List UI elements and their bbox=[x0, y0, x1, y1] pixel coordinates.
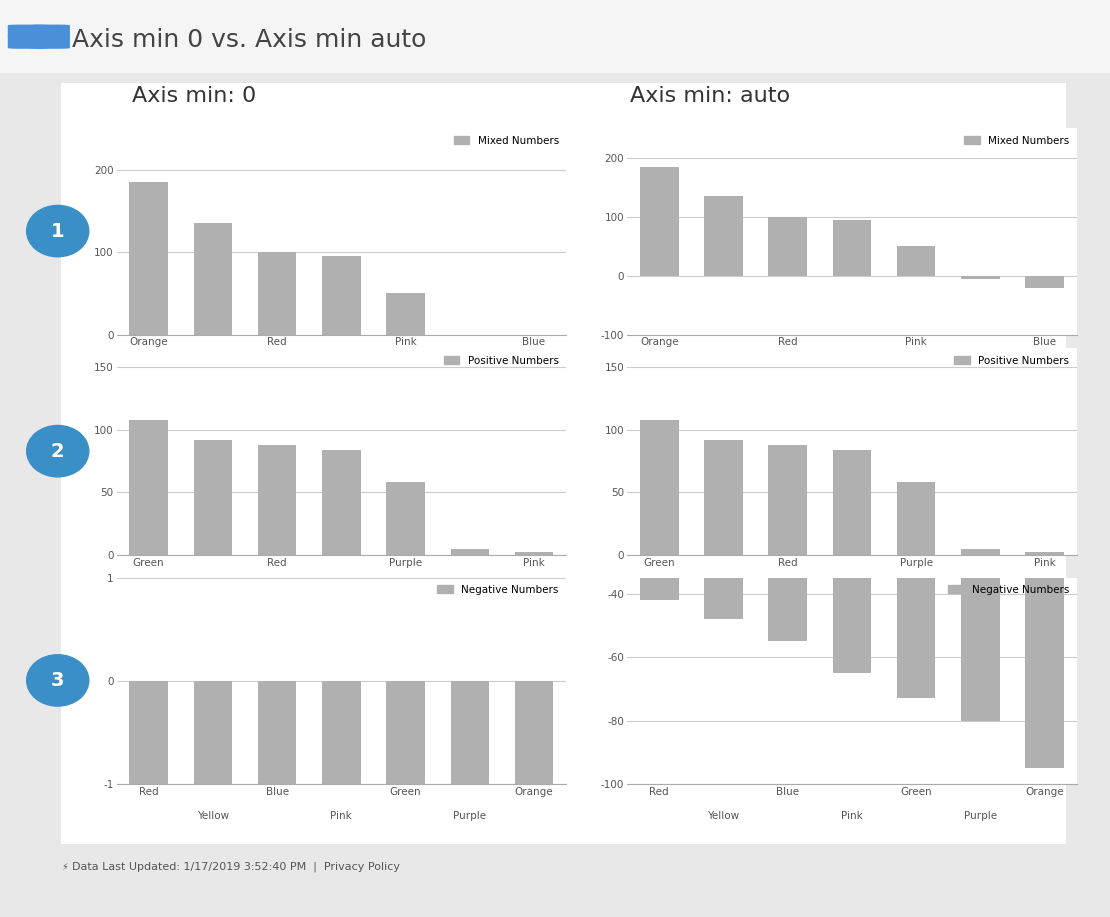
Bar bbox=[1026, 276, 1063, 288]
Text: Blue: Blue bbox=[330, 581, 353, 591]
Bar bbox=[258, 252, 296, 335]
Text: Pink: Pink bbox=[841, 811, 862, 821]
Text: Axis min: 0: Axis min: 0 bbox=[132, 86, 256, 106]
Bar bbox=[386, 680, 425, 917]
Bar bbox=[640, 420, 678, 555]
Text: Axis min: auto: Axis min: auto bbox=[630, 86, 790, 106]
Bar bbox=[451, 335, 490, 338]
Bar bbox=[704, 440, 743, 555]
Bar bbox=[193, 223, 232, 335]
Text: Green: Green bbox=[965, 361, 996, 371]
Text: Yellow: Yellow bbox=[707, 811, 739, 821]
Text: Yellow: Yellow bbox=[707, 581, 739, 591]
Bar bbox=[640, 467, 678, 600]
Bar bbox=[193, 680, 232, 917]
FancyBboxPatch shape bbox=[30, 36, 70, 49]
Legend: Mixed Numbers: Mixed Numbers bbox=[960, 131, 1073, 149]
Text: Pink: Pink bbox=[331, 811, 352, 821]
Text: 2: 2 bbox=[51, 442, 64, 460]
Bar bbox=[515, 680, 553, 917]
Text: Purple: Purple bbox=[453, 811, 486, 821]
Legend: Negative Numbers: Negative Numbers bbox=[433, 580, 563, 599]
Bar bbox=[322, 256, 361, 335]
Bar bbox=[961, 276, 1000, 279]
Bar bbox=[768, 467, 807, 641]
Bar bbox=[386, 482, 425, 555]
Text: Green: Green bbox=[454, 361, 485, 371]
Bar bbox=[832, 449, 871, 555]
Bar bbox=[258, 445, 296, 555]
Text: Yellow: Yellow bbox=[196, 581, 229, 591]
Bar bbox=[768, 445, 807, 555]
Legend: Positive Numbers: Positive Numbers bbox=[950, 351, 1073, 370]
Bar bbox=[451, 548, 490, 555]
Bar bbox=[130, 182, 168, 335]
Text: Yellow: Yellow bbox=[196, 361, 229, 371]
Bar bbox=[704, 467, 743, 619]
Bar bbox=[193, 440, 232, 555]
FancyBboxPatch shape bbox=[8, 25, 48, 38]
Bar bbox=[130, 680, 168, 917]
Bar bbox=[322, 680, 361, 917]
Legend: Positive Numbers: Positive Numbers bbox=[440, 351, 563, 370]
Bar bbox=[832, 467, 871, 673]
Text: Purple: Purple bbox=[963, 811, 997, 821]
Bar bbox=[832, 220, 871, 276]
Bar bbox=[322, 449, 361, 555]
Text: 1: 1 bbox=[51, 222, 64, 240]
Text: Orange: Orange bbox=[451, 581, 490, 591]
Text: Axis min 0 vs. Axis min auto: Axis min 0 vs. Axis min auto bbox=[72, 28, 426, 52]
FancyBboxPatch shape bbox=[8, 36, 48, 49]
Bar bbox=[640, 167, 678, 276]
Bar bbox=[515, 552, 553, 555]
Bar bbox=[451, 680, 490, 917]
Bar bbox=[515, 335, 553, 351]
Legend: Mixed Numbers: Mixed Numbers bbox=[450, 131, 563, 149]
Bar bbox=[961, 548, 1000, 555]
Bar bbox=[1026, 552, 1063, 555]
Text: Purple: Purple bbox=[836, 361, 868, 371]
Text: Yellow: Yellow bbox=[707, 361, 739, 371]
Legend: Negative Numbers: Negative Numbers bbox=[944, 580, 1073, 599]
Bar bbox=[704, 196, 743, 276]
Bar bbox=[897, 467, 936, 699]
Text: Blue: Blue bbox=[840, 581, 864, 591]
Bar bbox=[130, 420, 168, 555]
Text: Data Last Updated: 1/17/2019 3:52:40 PM  |  Privacy Policy: Data Last Updated: 1/17/2019 3:52:40 PM … bbox=[72, 861, 400, 872]
Bar bbox=[897, 482, 936, 555]
Text: 3: 3 bbox=[51, 671, 64, 690]
Text: Yellow: Yellow bbox=[196, 811, 229, 821]
Bar bbox=[1026, 467, 1063, 768]
Bar bbox=[961, 467, 1000, 721]
Text: Purple: Purple bbox=[325, 361, 357, 371]
FancyBboxPatch shape bbox=[30, 25, 70, 38]
Text: Orange: Orange bbox=[961, 581, 1000, 591]
Bar bbox=[897, 247, 936, 276]
Bar bbox=[258, 680, 296, 917]
Bar bbox=[768, 216, 807, 276]
Text: ⚡: ⚡ bbox=[61, 862, 68, 871]
Bar bbox=[386, 293, 425, 335]
